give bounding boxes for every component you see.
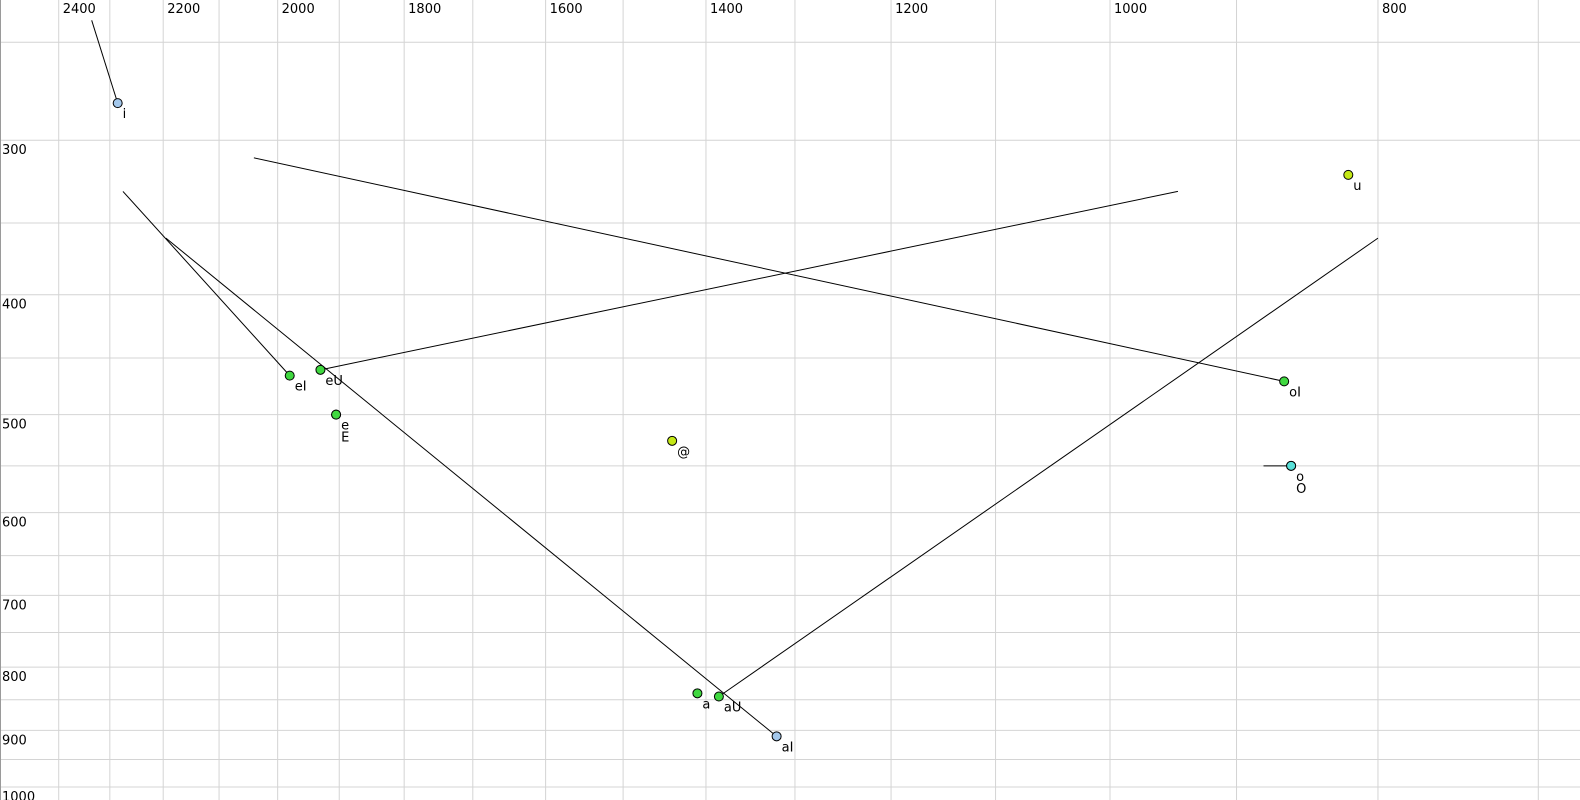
vowel-label-@: @ (677, 445, 690, 460)
vowel-point-eU[interactable] (315, 364, 326, 375)
vowel-point-oI[interactable] (1279, 376, 1290, 387)
y-tick-label: 300 (2, 143, 27, 158)
vowel-label-eI: eI (295, 380, 307, 395)
vowel-point-E[interactable] (331, 409, 342, 420)
vowel-label-e: e (341, 419, 349, 434)
x-tick-label: 2400 (63, 2, 96, 17)
trajectory-eI (122, 191, 291, 376)
y-tick-label: 900 (2, 733, 27, 748)
x-tick-label: 1400 (710, 2, 743, 17)
x-tick-label: 1800 (408, 2, 441, 17)
axis-tick-labels: 2400 2200 2000 1800 1600 1400 1200 1000 800 300 40… (2, 2, 1407, 800)
x-tick-label: 1000 (1114, 2, 1147, 17)
vowel-point-O[interactable] (1286, 460, 1297, 471)
vowel-label-o: o (1296, 470, 1304, 485)
vowel-label-E: E (341, 431, 349, 446)
y-tick-label: 1000 (2, 790, 35, 800)
vowel-point-a[interactable] (692, 688, 703, 699)
y-tick-label: 500 (2, 418, 27, 433)
y-tick-label: 400 (2, 298, 27, 313)
vowel-point-u[interactable] (1343, 169, 1354, 180)
x-tick-label: 2000 (282, 2, 315, 17)
x-tick-label: 1600 (550, 2, 583, 17)
x-tick-label: 2200 (167, 2, 200, 17)
vowel-label-a: a (702, 697, 710, 712)
y-tick-label: 600 (2, 516, 27, 531)
trajectory-aI (165, 237, 777, 737)
vowel-point-aU[interactable] (713, 691, 724, 702)
vowel-point-eI[interactable] (284, 370, 295, 381)
trajectory-oI (253, 157, 1285, 382)
trajectory-lines (91, 20, 1379, 737)
x-tick-label: 800 (1382, 2, 1407, 17)
vowel-point-i[interactable] (112, 98, 123, 109)
y-tick-label: 800 (2, 670, 27, 685)
vowel-label-u: u (1353, 179, 1361, 194)
vowel-labels: i eI eU eE @ u oI oOa aU aI (123, 107, 1362, 755)
vowel-label-oI: oI (1289, 385, 1301, 400)
vowel-point-@[interactable] (667, 435, 678, 446)
y-tick-label: 700 (2, 598, 27, 613)
vowel-label-i: i (123, 107, 127, 122)
trajectory-aU (718, 237, 1379, 697)
trajectory-i (91, 20, 119, 104)
vowel-label-aI: aI (782, 740, 794, 755)
vowel-label-O: O (1296, 482, 1306, 497)
vowel-label-aU: aU (724, 701, 741, 716)
trajectory-eU (320, 190, 1179, 371)
vowel-label-eU: eU (325, 374, 343, 389)
vowel-point-aI[interactable] (771, 731, 782, 742)
vowel-points (112, 98, 1354, 742)
x-tick-label: 1200 (895, 2, 928, 17)
